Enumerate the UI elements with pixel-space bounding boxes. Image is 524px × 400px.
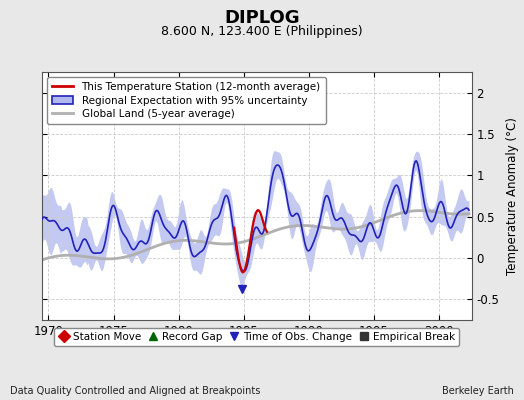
Text: 8.600 N, 123.400 E (Philippines): 8.600 N, 123.400 E (Philippines) xyxy=(161,26,363,38)
Text: Berkeley Earth: Berkeley Earth xyxy=(442,386,514,396)
Text: DIPLOG: DIPLOG xyxy=(224,9,300,27)
Text: Data Quality Controlled and Aligned at Breakpoints: Data Quality Controlled and Aligned at B… xyxy=(10,386,261,396)
Legend: Station Move, Record Gap, Time of Obs. Change, Empirical Break: Station Move, Record Gap, Time of Obs. C… xyxy=(54,328,460,346)
Y-axis label: Temperature Anomaly (°C): Temperature Anomaly (°C) xyxy=(506,117,519,275)
